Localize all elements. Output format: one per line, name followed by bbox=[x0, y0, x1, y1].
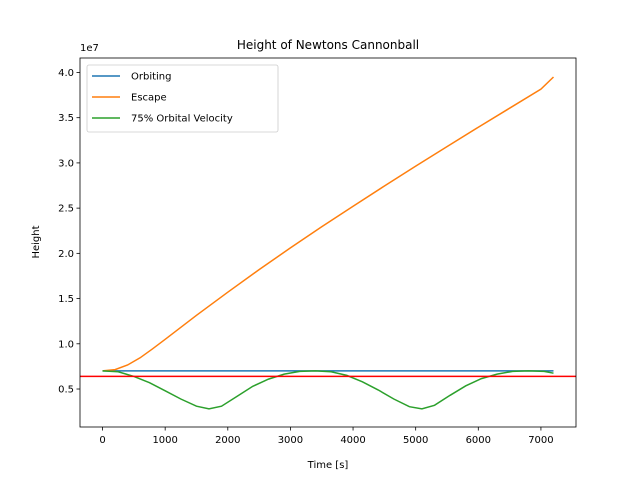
x-tick-label: 5000 bbox=[403, 435, 428, 446]
y-offset-label: 1e7 bbox=[80, 43, 99, 54]
chart-title: Height of Newtons Cannonball bbox=[237, 38, 419, 52]
x-tick-label: 1000 bbox=[152, 435, 177, 446]
y-tick-label: 0.5 bbox=[58, 385, 74, 396]
legend: Orbiting Escape 75% Orbital Velocity bbox=[86, 64, 279, 133]
y-tick-label: 1.5 bbox=[58, 294, 74, 305]
y-tick-label: 4.0 bbox=[58, 68, 74, 79]
plot-area bbox=[79, 57, 577, 428]
series-line-1 bbox=[102, 76, 555, 372]
y-axis: 0.5 1.0 1.5 2.0 2.5 3.0 3.5 4.0 bbox=[58, 68, 80, 396]
y-axis-label: Height bbox=[31, 225, 42, 258]
x-axis: 0 1000 2000 3000 4000 5000 6000 7000 bbox=[99, 427, 554, 446]
x-axis-label: Time [s] bbox=[307, 460, 349, 471]
y-tick-label: 2.0 bbox=[58, 249, 74, 260]
x-tick-label: 7000 bbox=[528, 435, 553, 446]
series-line-2 bbox=[102, 370, 554, 410]
x-tick-label: 6000 bbox=[466, 435, 491, 446]
series-layer bbox=[80, 76, 576, 410]
x-tick-label: 3000 bbox=[278, 435, 303, 446]
x-tick-label: 4000 bbox=[340, 435, 365, 446]
legend-label-2: 75% Orbital Velocity bbox=[131, 114, 233, 125]
y-tick-label: 3.5 bbox=[58, 113, 74, 124]
plot-frame bbox=[79, 57, 577, 428]
legend-box bbox=[86, 64, 279, 133]
x-tick-label: 0 bbox=[99, 435, 105, 446]
y-tick-label: 2.5 bbox=[58, 204, 74, 215]
x-tick-label: 2000 bbox=[215, 435, 240, 446]
y-tick-label: 3.0 bbox=[58, 158, 74, 169]
y-tick-label: 1.0 bbox=[58, 339, 74, 350]
legend-label-0: Orbiting bbox=[131, 72, 172, 83]
legend-label-1: Escape bbox=[131, 93, 167, 104]
